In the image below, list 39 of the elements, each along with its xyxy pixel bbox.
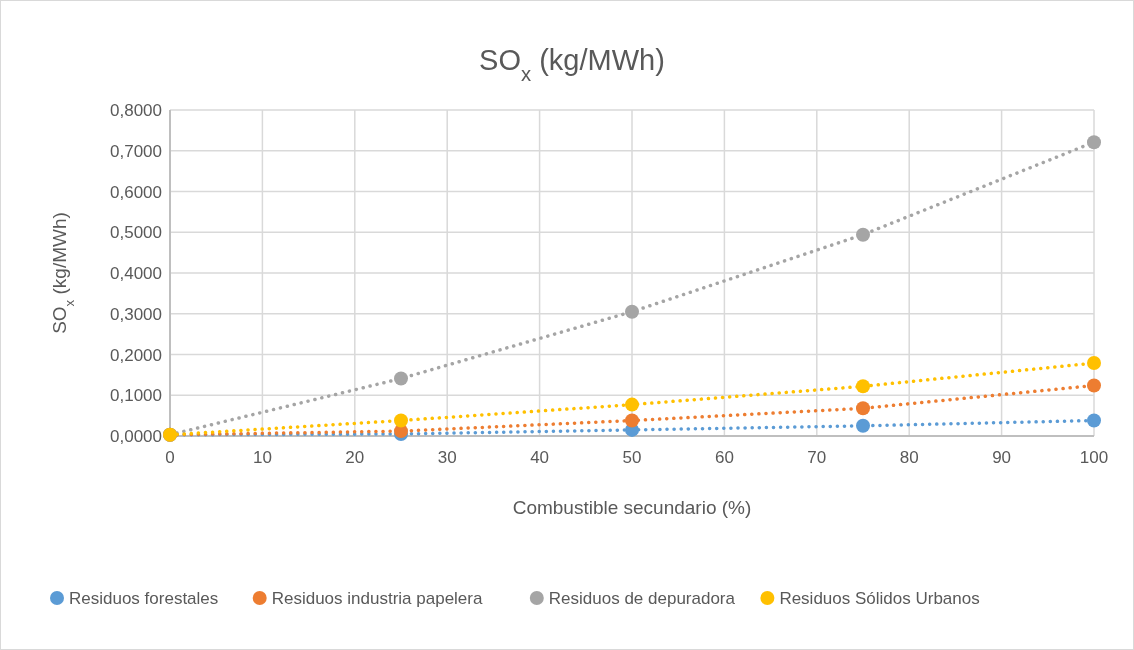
point [1087, 413, 1101, 428]
y-tick-label: 0,6000 [110, 182, 162, 202]
legend-label: Residuos Sólidos Urbanos [779, 589, 980, 608]
x-tick-label: 70 [807, 448, 827, 467]
point [625, 413, 639, 428]
point [1087, 135, 1101, 150]
x-axis-title: Combustible secundario (%) [512, 497, 752, 518]
x-tick-label: 80 [899, 448, 919, 467]
x-tick-label: 60 [714, 448, 734, 467]
point [625, 304, 639, 319]
x-tick-label: 20 [345, 448, 365, 467]
x-tick-label: 40 [530, 448, 550, 467]
point [394, 413, 408, 428]
point [394, 371, 408, 386]
x-tick-label: 30 [437, 448, 457, 467]
point [856, 401, 870, 416]
point [625, 397, 639, 412]
legend-label: Residuos industria papelera [271, 589, 483, 608]
y-tick-label: 0,8000 [110, 101, 162, 120]
y-tick-label: 0,2000 [110, 345, 162, 365]
y-tick-label: 0,4000 [110, 264, 162, 283]
x-tick-label: 0 [165, 448, 175, 467]
y-tick-label: 0,0000 [110, 427, 162, 446]
x-tick-label: 50 [622, 448, 642, 467]
point [856, 379, 870, 394]
x-tick-label: 90 [992, 448, 1012, 467]
point [856, 227, 870, 242]
y-tick-label: 0,7000 [110, 141, 162, 161]
y-tick-label: 0,3000 [110, 304, 162, 324]
legend-label: Residuos de depuradora [548, 589, 736, 608]
x-tick-label: 10 [252, 448, 272, 467]
point [1087, 378, 1101, 393]
chart-title: SO$_{x}$ (kg/MWh) [479, 44, 665, 85]
point [1087, 356, 1101, 371]
y-tick-label: 0,5000 [110, 223, 162, 243]
point [856, 418, 870, 433]
y-tick-label: 0,1000 [110, 386, 162, 406]
legend-label: Residuos forestales [69, 589, 219, 608]
x-tick-label: 100 [1079, 448, 1109, 467]
